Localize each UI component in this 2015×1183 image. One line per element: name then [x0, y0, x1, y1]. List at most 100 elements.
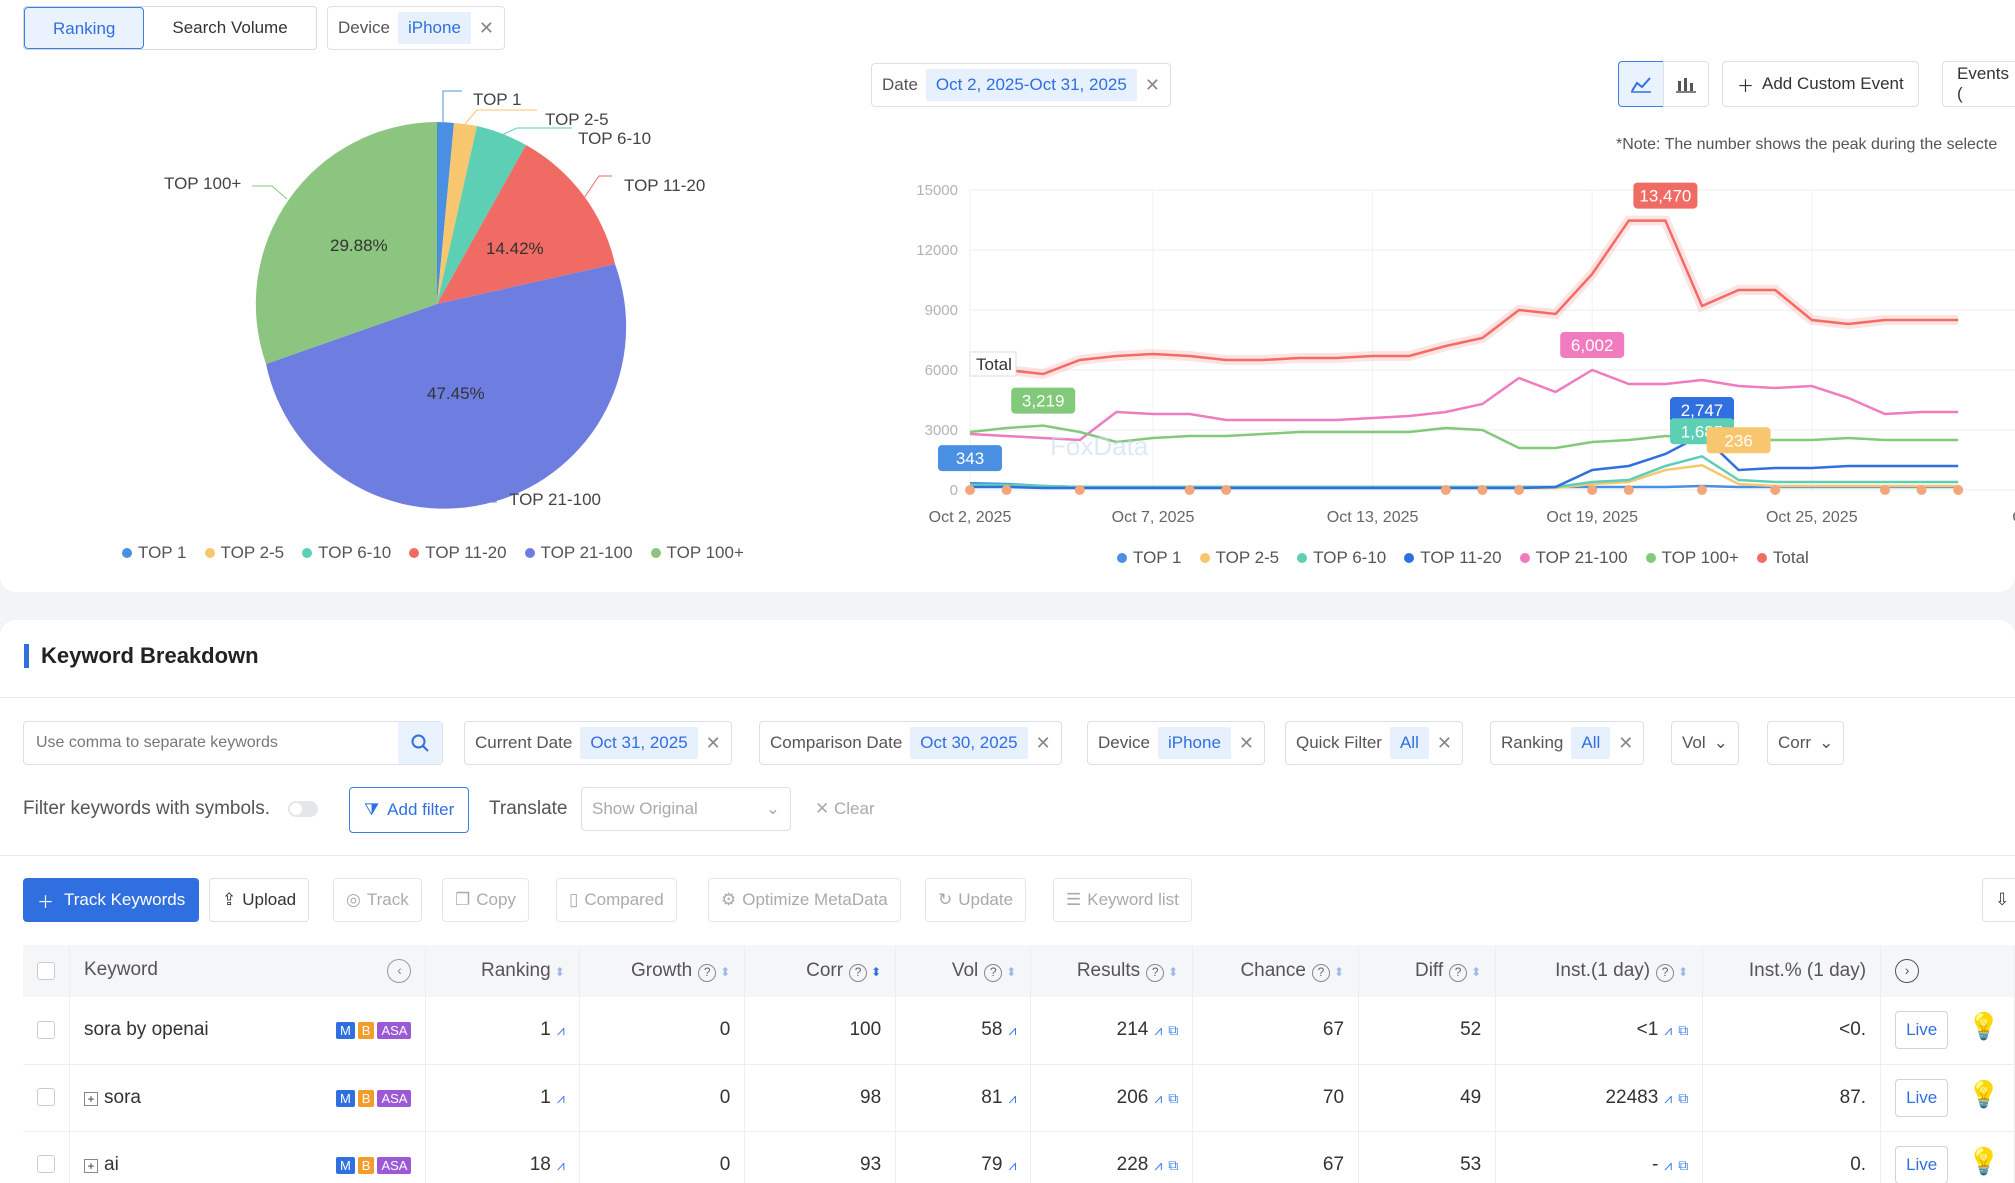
legend-item[interactable]: TOP 11-20 [1404, 548, 1502, 568]
legend-item[interactable]: TOP 6-10 [1297, 548, 1386, 568]
date-filter[interactable]: Date Oct 2, 2025-Oct 31, 2025 ✕ [871, 63, 1171, 107]
sort-icon[interactable]: ⬍ [1333, 965, 1345, 979]
sort-icon[interactable]: ⬍ [1678, 965, 1689, 979]
expand-icon[interactable]: + [84, 1158, 98, 1173]
bar-chart-toggle[interactable] [1663, 61, 1709, 107]
keyword-text[interactable]: ai [104, 1153, 119, 1175]
corr-dropdown[interactable]: Corr ⌄ [1767, 721, 1845, 765]
app-store-icon[interactable]: ⧉ [1168, 1156, 1179, 1173]
table-row[interactable]: sora by openai M B ASA 1 ⩘ 0 100 58 ⩘ 214 ⩘ ⧉ 67 52 <1 ⩘… [23, 997, 2015, 1065]
keyword-text[interactable]: sora by openai [84, 1019, 209, 1041]
device-filter[interactable]: Device iPhone ✕ [1087, 721, 1265, 765]
close-icon[interactable]: ✕ [1144, 74, 1160, 95]
chevron-right-icon[interactable]: › [1895, 959, 1920, 983]
line-chart-toggle[interactable] [1618, 61, 1664, 107]
legend-item[interactable]: TOP 100+ [1645, 548, 1739, 568]
col-chance[interactable]: Chance? ⬍ [1192, 945, 1360, 997]
app-store-icon[interactable]: ⧉ [1168, 1022, 1179, 1039]
sort-icon[interactable]: ⬍ [1006, 965, 1017, 979]
upload-button[interactable]: ⇪ Upload [209, 878, 310, 922]
col-results[interactable]: Results? ⬍ [1030, 945, 1194, 997]
tab-ranking[interactable]: Ranking [24, 7, 145, 49]
clear-button[interactable]: ✕ Clear [815, 799, 875, 819]
row-select[interactable] [23, 1064, 70, 1132]
add-filter-button[interactable]: ⧩ Add filter [349, 787, 470, 833]
copy-button[interactable]: ❐ Copy [442, 878, 529, 922]
legend-item[interactable]: TOP 1 [122, 543, 187, 563]
col-vol[interactable]: Vol? ⬍ [895, 945, 1032, 997]
trend-icon[interactable]: ⩘ [1664, 1156, 1673, 1173]
col-corr[interactable]: Corr? ⬍ [744, 945, 897, 997]
legend-item[interactable]: TOP 1 [1117, 548, 1182, 568]
help-icon[interactable]: ? [1656, 964, 1675, 982]
col-growth[interactable]: Growth? ⬍ [579, 945, 746, 997]
close-icon[interactable]: ✕ [478, 17, 494, 38]
trend-icon[interactable]: ⩘ [1154, 1089, 1163, 1106]
close-icon[interactable]: ✕ [1238, 732, 1254, 753]
live-button[interactable]: Live [1895, 1078, 1949, 1117]
help-icon[interactable]: ? [698, 964, 717, 982]
legend-item[interactable]: TOP 21-100 [1519, 548, 1628, 568]
current-date-filter[interactable]: Current Date Oct 31, 2025 ✕ [464, 721, 732, 765]
trend-icon[interactable]: ⩘ [1008, 1089, 1017, 1106]
trend-icon[interactable]: ⩘ [556, 1022, 565, 1039]
checkbox[interactable] [37, 1021, 55, 1040]
checkbox[interactable] [37, 1088, 55, 1107]
compared-button[interactable]: ▯ Compared [556, 878, 677, 922]
vol-dropdown[interactable]: Vol ⌄ [1671, 721, 1739, 765]
pie-slice-top11-20[interactable] [437, 145, 615, 304]
keyword-text[interactable]: sora [104, 1086, 141, 1108]
app-store-icon[interactable]: ⧉ [1678, 1156, 1689, 1173]
checkbox[interactable] [37, 1155, 55, 1174]
close-icon[interactable]: ✕ [705, 732, 721, 753]
legend-item[interactable]: TOP 11-20 [409, 543, 507, 563]
lightbulb-icon[interactable]: 💡 [1967, 1078, 2000, 1109]
sort-icon[interactable]: ⬍ [720, 965, 731, 979]
pie-slice-top6-10[interactable] [437, 126, 526, 304]
legend-item[interactable]: TOP 2-5 [1199, 548, 1279, 568]
download-button[interactable]: ⇩ [1982, 878, 2015, 922]
expand-columns[interactable]: › [1880, 945, 2015, 997]
optimize-metadata-button[interactable]: ⚙ Optimize MetaData [708, 878, 901, 922]
symbols-toggle[interactable] [288, 801, 319, 817]
trend-icon[interactable]: ⩘ [1154, 1156, 1163, 1173]
keyword-list-button[interactable]: ☰ Keyword list [1053, 878, 1192, 922]
checkbox[interactable] [37, 961, 55, 980]
trend-icon[interactable]: ⩘ [556, 1156, 565, 1173]
collapse-icon[interactable]: ‹ [387, 959, 412, 983]
track-button[interactable]: ◎ Track [333, 878, 422, 922]
app-store-icon[interactable]: ⧉ [1168, 1089, 1179, 1106]
trend-icon[interactable]: ⩘ [1664, 1089, 1673, 1106]
trend-icon[interactable]: ⩘ [556, 1089, 565, 1106]
col-inst-pct[interactable]: Inst.% (1 day) [1702, 945, 1882, 997]
sort-icon[interactable]: ⬍ [1471, 965, 1482, 979]
expand-icon[interactable]: + [84, 1091, 98, 1106]
help-icon[interactable]: ? [984, 964, 1003, 982]
add-custom-event-button[interactable]: ＋ Add Custom Event [1722, 61, 1919, 107]
row-select[interactable] [23, 997, 70, 1065]
table-row[interactable]: + sora M B ASA 1 ⩘ 0 98 81 ⩘ 206 ⩘ ⧉ 70 49 22483 ⩘ ⧉ 87. Liv… [23, 1064, 2015, 1132]
close-icon[interactable]: ✕ [1035, 732, 1051, 753]
legend-item[interactable]: Total [1756, 548, 1809, 568]
sort-icon[interactable]: ⬍ [1168, 965, 1179, 979]
table-row[interactable]: + ai M B ASA 18 ⩘ 0 93 79 ⩘ 228 ⩘ ⧉ 67 53- ⩘ ⧉ 0. Live 💡 [23, 1131, 2015, 1183]
legend-item[interactable]: TOP 6-10 [302, 543, 391, 563]
legend-item[interactable]: TOP 100+ [650, 543, 744, 563]
close-icon[interactable]: ✕ [1436, 732, 1452, 753]
device-filter[interactable]: Device iPhone ✕ [327, 6, 505, 50]
col-inst[interactable]: Inst.(1 day)? ⬍ [1495, 945, 1704, 997]
pie-slice-top21-100[interactable] [266, 264, 627, 509]
app-store-icon[interactable]: ⧉ [1678, 1022, 1689, 1039]
legend-item[interactable]: TOP 2-5 [204, 543, 284, 563]
help-icon[interactable]: ? [1311, 964, 1330, 982]
lightbulb-icon[interactable]: 💡 [1967, 1145, 2000, 1176]
ranking-filter[interactable]: Ranking All ✕ [1490, 721, 1645, 765]
row-select[interactable] [23, 1131, 70, 1183]
trend-icon[interactable]: ⩘ [1664, 1022, 1673, 1039]
select-all[interactable] [23, 945, 70, 997]
quick-filter[interactable]: Quick Filter All ✕ [1285, 721, 1463, 765]
help-icon[interactable]: ? [849, 964, 868, 982]
app-store-icon[interactable]: ⧉ [1678, 1089, 1689, 1106]
live-button[interactable]: Live [1895, 1145, 1949, 1183]
comparison-date-filter[interactable]: Comparison Date Oct 30, 2025 ✕ [759, 721, 1062, 765]
